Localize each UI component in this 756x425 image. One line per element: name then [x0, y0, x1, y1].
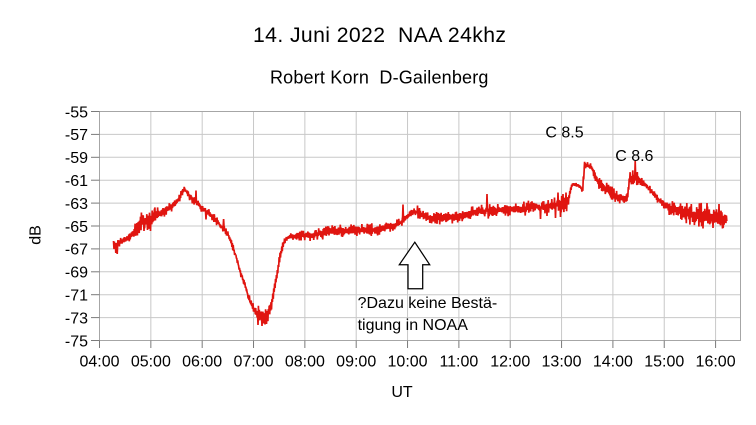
svg-text:-63: -63 — [65, 196, 88, 213]
svg-text:?Dazu keine Bestä-: ?Dazu keine Bestä- — [358, 295, 498, 312]
svg-text:05:00: 05:00 — [131, 353, 171, 370]
svg-text:-67: -67 — [65, 242, 88, 259]
svg-text:-57: -57 — [65, 127, 88, 144]
svg-text:-73: -73 — [65, 310, 88, 327]
svg-text:UT: UT — [391, 384, 413, 401]
svg-text:09:00: 09:00 — [336, 353, 376, 370]
svg-text:10:00: 10:00 — [388, 353, 428, 370]
svg-text:08:00: 08:00 — [285, 353, 325, 370]
svg-text:16:00: 16:00 — [696, 353, 736, 370]
svg-text:dB: dB — [27, 225, 44, 245]
svg-text:13:00: 13:00 — [542, 353, 582, 370]
svg-text:14:00: 14:00 — [593, 353, 633, 370]
svg-text:-65: -65 — [65, 219, 88, 236]
svg-text:14. Juni 2022 NAA 24khz: 14. Juni 2022 NAA 24khz — [253, 24, 506, 47]
svg-text:-55: -55 — [65, 104, 88, 121]
svg-text:15:00: 15:00 — [644, 353, 684, 370]
svg-text:-75: -75 — [65, 333, 88, 350]
svg-text:-69: -69 — [65, 265, 88, 282]
svg-text:07:00: 07:00 — [233, 353, 273, 370]
svg-text:Robert Korn D-Gailenberg: Robert Korn D-Gailenberg — [270, 68, 489, 88]
svg-text:-59: -59 — [65, 150, 88, 167]
svg-text:04:00: 04:00 — [79, 353, 119, 370]
svg-text:-61: -61 — [65, 173, 88, 190]
svg-text:06:00: 06:00 — [182, 353, 222, 370]
svg-text:11:00: 11:00 — [439, 353, 478, 370]
svg-text:-71: -71 — [65, 288, 88, 305]
svg-text:12:00: 12:00 — [490, 353, 530, 370]
svg-text:C 8.5: C 8.5 — [545, 125, 583, 142]
svg-text:C 8.6: C 8.6 — [615, 148, 653, 165]
svg-text:tigung in NOAA: tigung in NOAA — [358, 317, 469, 334]
